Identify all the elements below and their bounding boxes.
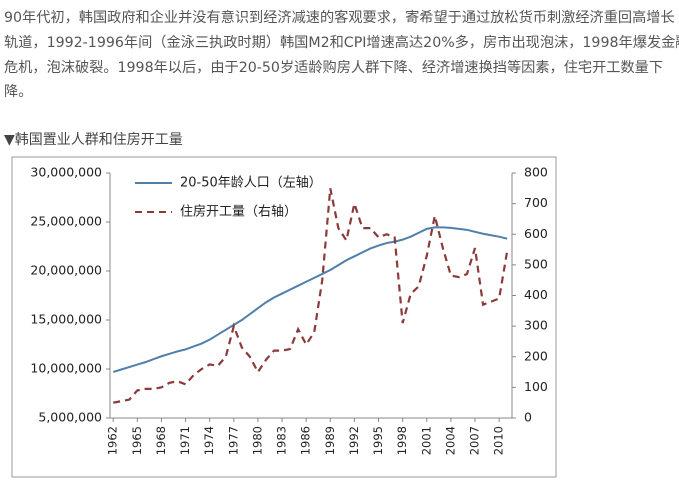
chart-frame [11,156,557,478]
x-tick-label: 1971 [178,426,192,455]
x-tick-label: 2004 [443,426,457,455]
y-tick-label: 10,000,000 [30,361,102,376]
y-tick-label: 15,000,000 [30,312,102,327]
x-tick-label: 1998 [395,426,409,455]
series-line [112,226,508,373]
y-tick-label: 30,000,000 [30,165,102,180]
y2-tick-label: 0 [524,410,532,425]
y2-tick-label: 100 [524,379,548,394]
y-tick-label: 25,000,000 [30,214,102,229]
y2-tick-label: 300 [524,318,548,333]
paragraph-line: 90年代初，韩国政府和企业并没有意识到经济减速的客观要求，寄希望于通过放松货币刺… [4,9,675,26]
legend-label: 住房开工量（右轴） [180,204,297,220]
x-tick-label: 1977 [226,426,240,455]
x-tick-label: 2010 [492,426,506,455]
y2-tick-label: 200 [524,348,548,363]
y2-tick-label: 600 [524,226,548,241]
legend-label: 20-50年龄人口（左轴） [180,176,322,191]
x-tick-label: 1986 [299,426,313,455]
x-tick-label: 2007 [468,426,482,455]
x-tick-label: 1989 [323,426,337,455]
x-tick-label: 1980 [250,426,264,455]
y2-tick-label: 500 [524,256,548,271]
y2-tick-label: 800 [524,165,548,180]
x-tick-label: 1992 [347,426,361,455]
series-line [113,188,509,404]
x-tick-label: 1968 [154,426,168,455]
x-tick-label: 2001 [419,426,433,455]
x-tick-label: 1962 [106,426,120,455]
y2-tick-label: 400 [524,287,548,302]
y-tick-label: 20,000,000 [30,263,102,278]
x-tick-label: 1965 [130,426,144,455]
paragraph-line: 轨道，1992-1996年间（金泳三执政时期）韩国M2和CPI增速高达20%多，… [4,34,679,51]
y-tick-label: 5,000,000 [38,410,102,425]
paragraph-line: 降。 [4,84,32,100]
x-tick-label: 1983 [275,426,289,455]
y2-tick-label: 700 [524,195,548,210]
paragraph-line: 危机，泡沫破裂。1998年以后，由于20-50岁适龄购房人群下降、经济增速换挡等… [4,59,663,76]
x-tick-label: 1974 [202,426,216,455]
caption: ▼韩国置业人群和住房开工量 [4,132,183,148]
x-tick-label: 1995 [371,426,385,455]
